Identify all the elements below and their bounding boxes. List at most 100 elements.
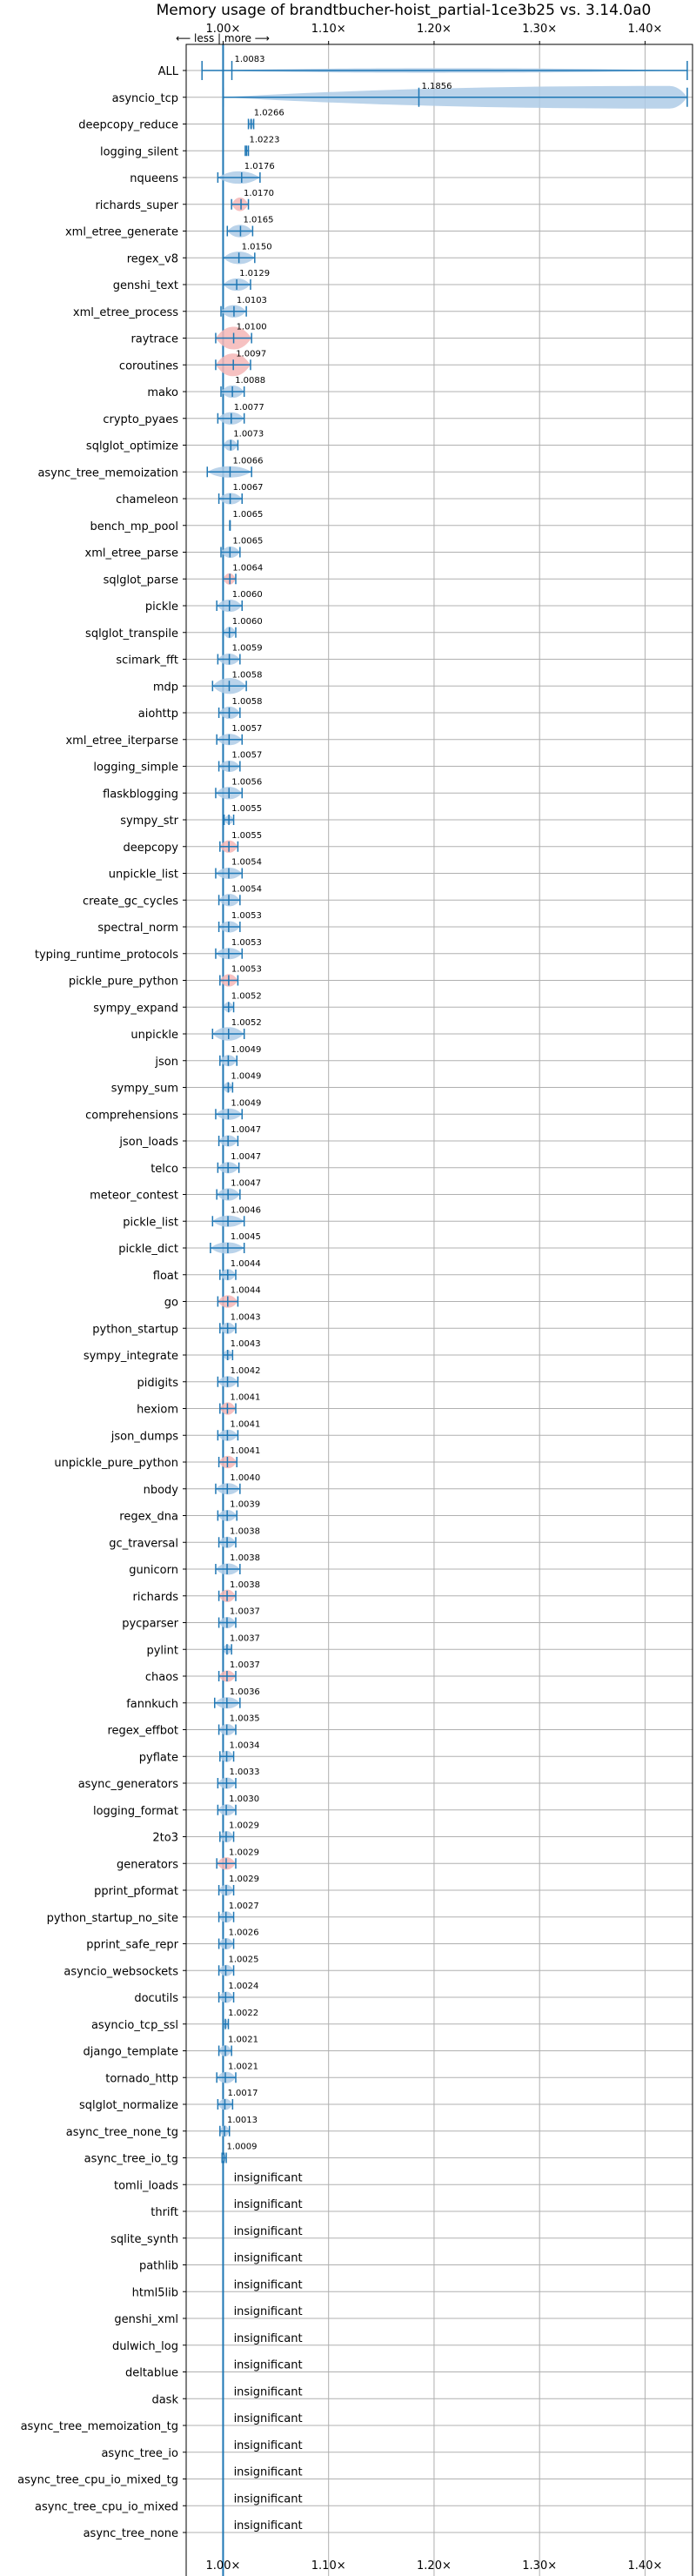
value-label-pickle: 1.0060: [232, 590, 263, 600]
benchmark-label-deltablue: deltablue: [125, 2367, 178, 2380]
value-label-pprint-pformat: 1.0029: [229, 1875, 259, 1884]
benchmark-label-all: ALL: [158, 65, 179, 78]
benchmark-label-chameleon: chameleon: [116, 493, 178, 506]
value-label-hexiom: 1.0041: [230, 1393, 260, 1403]
benchmark-label-spectral-norm: spectral_norm: [97, 922, 178, 935]
benchmark-label-deepcopy-reduce: deepcopy_reduce: [78, 119, 178, 132]
benchmark-label-regex-v8: regex_v8: [127, 252, 178, 265]
value-label-all: 1.0083: [235, 55, 265, 64]
value-label-nbody: 1.0040: [230, 1473, 260, 1483]
benchmark-label-async-tree-cpu-io-mixed: async_tree_cpu_io_mixed: [35, 2500, 178, 2513]
value-label-regex-effbot: 1.0035: [230, 1714, 260, 1724]
benchmark-label-thrift: thrift: [151, 2206, 178, 2219]
benchmark-label-generators: generators: [117, 1858, 178, 1871]
insignificant-label-async-tree-cpu-io-mixed-tg: insignificant: [234, 2466, 303, 2479]
benchmark-label-unpickle: unpickle: [130, 1029, 178, 1042]
value-label-chaos: 1.0037: [230, 1660, 260, 1670]
value-label-xml-etree-process: 1.0103: [237, 296, 267, 305]
value-label-pylint: 1.0037: [230, 1633, 260, 1643]
value-label-regex-v8: 1.0150: [242, 242, 272, 252]
x-tick-label-bottom: 1.10×: [311, 2559, 346, 2573]
value-label-genshi-text: 1.0129: [239, 269, 270, 278]
value-label-async-tree-io-tg: 1.0009: [227, 2143, 258, 2152]
x-tick-label-top: 1.40×: [628, 23, 663, 36]
benchmark-label-dask: dask: [151, 2393, 178, 2406]
insignificant-label-deltablue: insignificant: [234, 2359, 303, 2372]
benchmark-label-tornado-http: tornado_http: [105, 2072, 178, 2085]
benchmark-label-unpickle-pure-python: unpickle_pure_python: [54, 1457, 178, 1470]
benchmark-label-sympy-integrate: sympy_integrate: [84, 1350, 178, 1363]
benchmark-label-mdp: mdp: [153, 681, 178, 694]
value-label-telco: 1.0047: [231, 1152, 261, 1162]
benchmark-label-gunicorn: gunicorn: [129, 1564, 178, 1577]
value-label-create-gc-cycles: 1.0054: [231, 884, 262, 894]
value-label-float: 1.0044: [231, 1259, 261, 1269]
benchmark-label-nbody: nbody: [144, 1484, 179, 1497]
value-label-pickle-dict: 1.0045: [231, 1232, 261, 1242]
benchmark-label-logging-simple: logging_simple: [93, 761, 178, 775]
value-label-sqlglot-transpile: 1.0060: [232, 617, 263, 627]
value-label-xml-etree-generate: 1.0165: [243, 216, 273, 225]
x-tick-label-top: 1.00×: [206, 23, 241, 36]
benchmark-label-richards: richards: [133, 1591, 179, 1604]
benchmark-label-pickle-pure-python: pickle_pure_python: [69, 976, 178, 989]
benchmark-label-json-loads: json_loads: [118, 1136, 178, 1149]
benchmark-label-gc-traversal: gc_traversal: [109, 1537, 178, 1550]
benchmark-label-logging-silent: logging_silent: [100, 145, 178, 158]
insignificant-label-genshi-xml: insignificant: [234, 2305, 303, 2318]
value-label-aiohttp: 1.0058: [231, 697, 262, 707]
insignificant-label-dask: insignificant: [234, 2385, 303, 2398]
direction-hint: ⟵ less | more ⟶: [176, 32, 270, 44]
value-label-json-dumps: 1.0041: [230, 1419, 260, 1429]
value-label-scimark-fft: 1.0059: [232, 644, 263, 654]
benchmark-label-nqueens: nqueens: [130, 172, 178, 185]
benchmark-label-html5lib: html5lib: [132, 2286, 178, 2299]
x-tick-label-top: 1.20×: [417, 23, 452, 36]
benchmark-label-sqlglot-parse: sqlglot_parse: [104, 574, 178, 587]
benchmark-label-sqlite-synth: sqlite_synth: [110, 2233, 178, 2246]
benchmark-label-python-startup: python_startup: [92, 1323, 178, 1336]
value-label-sqlglot-normalize: 1.0017: [227, 2089, 258, 2098]
benchmark-label-pickle: pickle: [145, 600, 178, 614]
benchmark-label-create-gc-cycles: create_gc_cycles: [83, 895, 178, 908]
benchmark-label-pycparser: pycparser: [122, 1618, 178, 1631]
benchmark-label-coroutines: coroutines: [119, 359, 178, 372]
benchmark-label-xml-etree-generate: xml_etree_generate: [65, 226, 178, 239]
benchmark-label-docutils: docutils: [134, 1992, 178, 2005]
benchmark-label-meteor-contest: meteor_contest: [90, 1190, 178, 1203]
benchmark-label-regex-dna: regex_dna: [119, 1511, 178, 1524]
benchmark-label-pylint: pylint: [146, 1644, 178, 1657]
benchmark-label-sympy-expand: sympy_expand: [93, 1002, 178, 1015]
insignificant-label-sqlite-synth: insignificant: [234, 2225, 303, 2238]
benchmark-label-tomli-loads: tomli_loads: [114, 2179, 178, 2192]
benchmark-label-xml-etree-parse: xml_etree_parse: [85, 547, 178, 560]
benchmark-label-asyncio-websockets: asyncio_websockets: [64, 1965, 178, 1978]
value-label-sqlglot-parse: 1.0064: [232, 563, 263, 573]
benchmark-label-comprehensions: comprehensions: [85, 1109, 178, 1122]
benchmark-label-logging-format: logging_format: [93, 1805, 178, 1818]
benchmark-label-scimark-fft: scimark_fft: [116, 654, 178, 667]
insignificant-label-async-tree-io: insignificant: [234, 2439, 303, 2452]
value-label-pidigits: 1.0042: [231, 1366, 261, 1376]
x-tick-label-bottom: 1.30×: [522, 2559, 557, 2573]
x-tick-label-top: 1.10×: [311, 23, 346, 36]
benchmark-label-richards-super: richards_super: [95, 199, 178, 212]
benchmark-label-pidigits: pidigits: [137, 1377, 179, 1390]
value-label-comprehensions: 1.0049: [231, 1098, 261, 1108]
value-label-logging-simple: 1.0057: [231, 751, 262, 761]
value-label-bench-mp-pool: 1.0065: [232, 510, 263, 520]
value-label-gc-traversal: 1.0038: [230, 1526, 260, 1536]
value-label-pyflate: 1.0034: [230, 1741, 260, 1750]
benchmark-label-json: json: [154, 1056, 178, 1069]
benchmark-label-xml-etree-process: xml_etree_process: [73, 306, 178, 319]
value-label-deepcopy: 1.0055: [231, 831, 262, 841]
value-label-pickle-pure-python: 1.0053: [231, 965, 262, 975]
value-label-async-generators: 1.0033: [229, 1768, 259, 1777]
value-label-json: 1.0049: [231, 1045, 261, 1055]
benchmark-label-sympy-str: sympy_str: [120, 815, 178, 828]
value-label-tornado-http: 1.0021: [228, 2062, 258, 2071]
value-label-xml-etree-parse: 1.0065: [232, 537, 263, 547]
benchmark-label-json-dumps: json_dumps: [110, 1430, 178, 1443]
benchmark-label-xml-etree-iterparse: xml_etree_iterparse: [65, 735, 178, 748]
